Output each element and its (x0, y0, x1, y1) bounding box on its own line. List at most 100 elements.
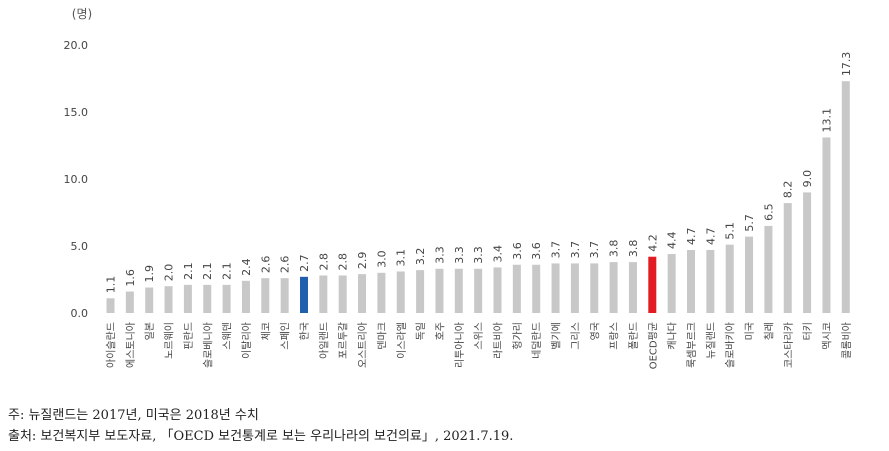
x-tick-label: OECD평균 (647, 322, 659, 369)
bar (512, 264, 521, 313)
x-tick-label: 호주 (434, 322, 446, 340)
x-tick-label: 벨기에 (551, 322, 563, 350)
x-tick-label: 슬로바키아 (725, 322, 737, 368)
value-label: 2.9 (356, 252, 369, 270)
value-label: 2.1 (182, 262, 195, 280)
x-tick-label: 칠레 (763, 322, 775, 340)
value-label: 3.8 (608, 240, 621, 258)
x-tick-label: 덴마크 (376, 322, 388, 350)
y-tick-label: 5.0 (71, 240, 89, 253)
x-tick-label: 스웨덴 (222, 322, 234, 350)
bar (338, 275, 347, 313)
bar (628, 262, 637, 313)
bar (280, 278, 289, 313)
value-labels: 1.1 1.6 1.9 2.0 2.1 2.1 2.1 2.4 2.6 2.6 2.7 2.8 2.8 2… (105, 52, 853, 294)
x-tick-label: 이탈리아 (240, 322, 253, 359)
bar (396, 271, 405, 313)
x-tick-label: 폴란드 (628, 322, 640, 350)
x-tick-label: 오스트리아 (357, 322, 369, 368)
x-tick-label: 라트비아 (493, 322, 505, 359)
value-label: 3.7 (588, 241, 601, 259)
bar (300, 276, 308, 313)
x-tick-label: 미국 (744, 322, 756, 340)
value-label: 4.7 (704, 228, 717, 246)
bar (590, 263, 599, 313)
bar (164, 286, 173, 313)
value-label: 4.4 (666, 232, 679, 250)
bar (261, 278, 270, 313)
bar (183, 284, 192, 313)
bar (241, 280, 250, 313)
bar (687, 250, 695, 313)
x-tick-label: 뉴질랜드 (705, 322, 717, 359)
y-tick-label: 20.0 (64, 39, 89, 52)
x-tick-label: 아일랜드 (318, 322, 330, 359)
value-label: 3.8 (627, 240, 640, 258)
value-label: 3.3 (472, 246, 485, 264)
y-tick-label: 10.0 (64, 173, 89, 186)
x-tick-label: 체코 (260, 322, 272, 340)
x-tick-label: 리투아니아 (454, 322, 466, 368)
bar (551, 263, 560, 313)
y-tick-label: 15.0 (64, 106, 89, 119)
value-label: 4.7 (685, 228, 698, 246)
value-label: 5.7 (743, 214, 756, 232)
value-label: 1.6 (124, 269, 137, 287)
footnote: 주: 뉴질랜드는 2017년, 미국은 2018년 수치 (8, 408, 259, 423)
value-label: 3.0 (375, 250, 388, 268)
value-label: 3.6 (511, 242, 524, 260)
bar (416, 270, 425, 313)
x-tick-label: 이스라엘 (395, 322, 408, 359)
bar (203, 284, 212, 313)
x-tick-label: 스위스 (472, 322, 485, 350)
y-axis-unit-label: (명) (72, 7, 92, 21)
x-tick-label: 룩셈부르크 (686, 322, 698, 368)
x-tick-label: 헝가리 (512, 322, 524, 350)
x-tick-label: 영국 (589, 322, 601, 340)
value-label: 2.8 (337, 253, 350, 271)
x-tick-label: 콜롬비아 (841, 322, 853, 359)
bar (319, 275, 328, 313)
bar (822, 137, 831, 313)
value-label: 3.2 (414, 248, 427, 266)
value-label: 2.1 (221, 262, 234, 280)
value-label: 3.1 (395, 249, 408, 267)
value-label: 1.9 (143, 265, 156, 283)
bar (570, 263, 579, 313)
y-axis-ticks: 0.0 5.0 10.0 15.0 20.0 (64, 39, 89, 320)
bar (648, 256, 657, 313)
value-label: 3.4 (492, 245, 505, 263)
bar (706, 250, 715, 313)
bar (106, 298, 115, 313)
x-tick-label: 핀란드 (183, 322, 195, 350)
x-tick-label: 터키 (802, 322, 814, 340)
x-tick-label: 슬로베니아 (202, 322, 214, 368)
value-label: 5.1 (724, 222, 737, 240)
x-tick-label: 프랑스 (609, 322, 621, 350)
x-tick-label: 멕시코 (821, 322, 833, 350)
value-label: 3.6 (530, 242, 543, 260)
bar (725, 244, 734, 313)
x-tick-label: 스페인 (280, 322, 292, 350)
bar (454, 268, 463, 313)
value-label: 6.5 (762, 203, 775, 221)
x-tick-label: 코스타리카 (783, 322, 795, 368)
x-tick-label: 아이슬란드 (106, 322, 118, 368)
x-tick-label: 일본 (144, 322, 156, 340)
x-tick-label: 포르투갈 (337, 322, 350, 359)
bar (532, 264, 541, 313)
bar (803, 192, 812, 313)
bars (106, 81, 850, 314)
value-label: 2.6 (259, 256, 272, 274)
bar (358, 274, 367, 313)
value-label: 9.0 (801, 170, 814, 188)
value-label: 3.7 (550, 241, 563, 259)
bar (435, 268, 444, 313)
value-label: 4.2 (646, 234, 659, 252)
x-tick-label: 에스토니아 (125, 322, 137, 368)
bar (377, 272, 386, 313)
bar (609, 262, 618, 313)
bar (783, 203, 792, 313)
bar (474, 268, 483, 313)
value-label: 2.1 (201, 262, 214, 280)
